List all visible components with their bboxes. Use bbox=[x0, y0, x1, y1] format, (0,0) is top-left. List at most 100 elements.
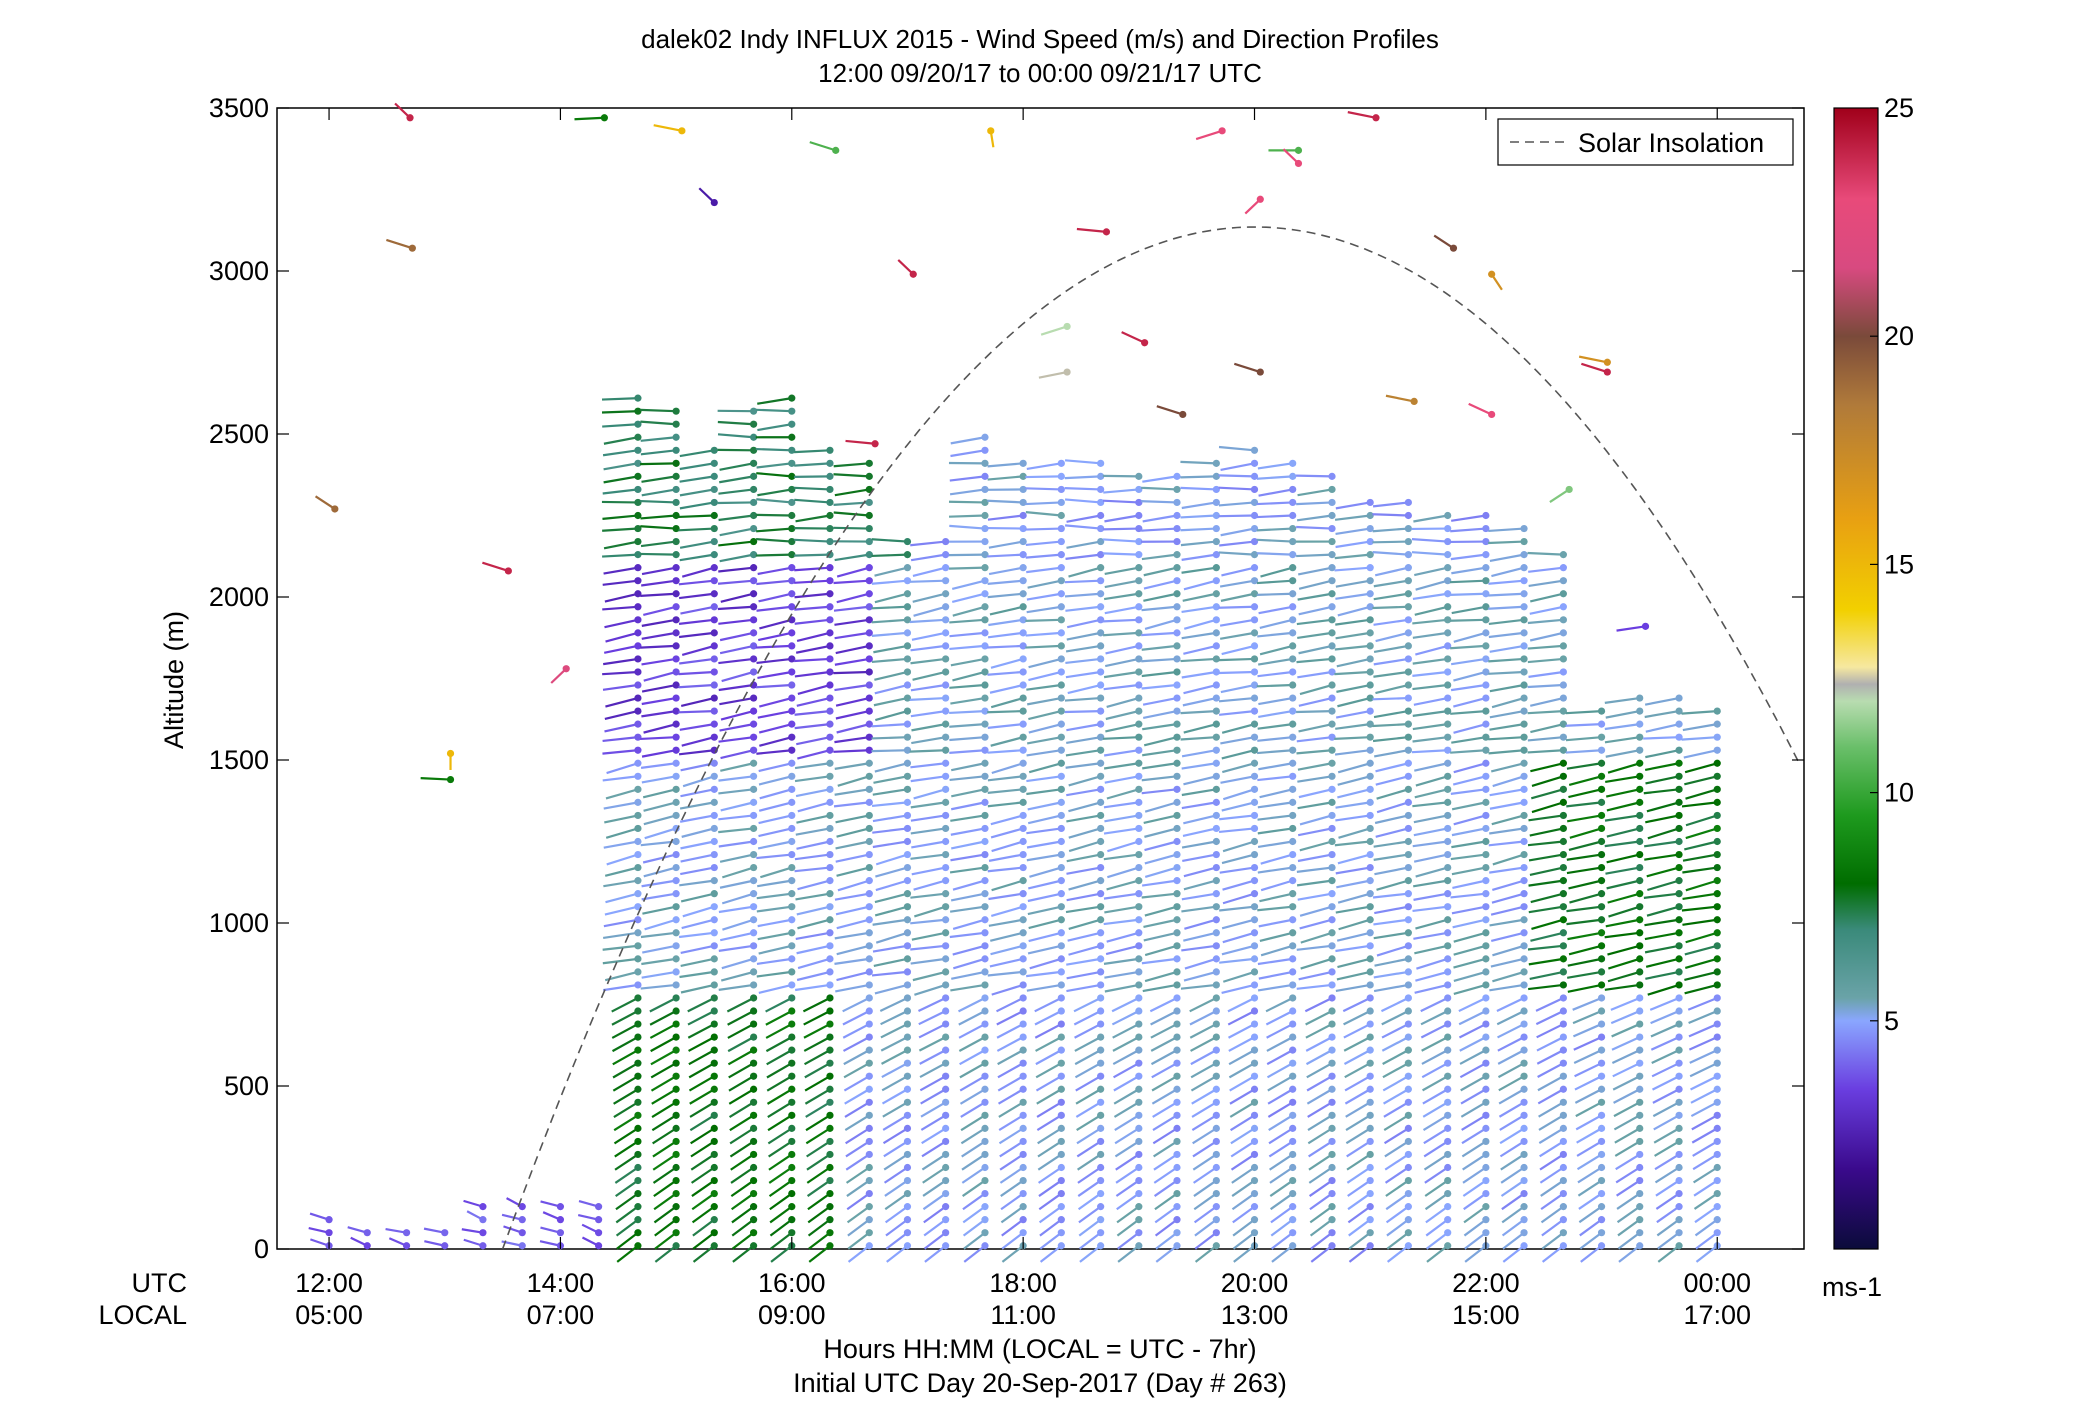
wind-barb bbox=[616, 1231, 639, 1250]
wind-barb-point bbox=[1482, 668, 1490, 676]
wind-barb bbox=[613, 1114, 639, 1132]
wind-barb-point bbox=[1559, 903, 1567, 911]
wind-barb-point bbox=[1559, 1007, 1567, 1015]
wind-barb bbox=[641, 631, 677, 640]
y-tick-label: 500 bbox=[224, 1071, 269, 1101]
wind-barb bbox=[1618, 1244, 1641, 1263]
wind-barb bbox=[1464, 1244, 1487, 1263]
wind-barb bbox=[1538, 1101, 1564, 1118]
wind-barb bbox=[1111, 1010, 1140, 1026]
wind-barb-point bbox=[672, 850, 680, 859]
wind-barb bbox=[989, 605, 1024, 616]
wind-barb-point bbox=[1173, 1072, 1181, 1080]
wind-barb bbox=[833, 605, 870, 612]
wind-barb-point bbox=[981, 837, 989, 846]
wind-barb-point bbox=[1135, 1163, 1143, 1172]
wind-barb-point bbox=[1097, 994, 1105, 1002]
wind-barb bbox=[1681, 736, 1718, 741]
wind-barb-point bbox=[1289, 524, 1297, 533]
wind-barb bbox=[644, 827, 677, 840]
wind-barb-point bbox=[1366, 694, 1374, 702]
wind-barb bbox=[833, 473, 870, 478]
wind-barb-point bbox=[1135, 1203, 1143, 1211]
wind-barb bbox=[728, 1088, 755, 1105]
wind-barb-point bbox=[1559, 942, 1567, 950]
wind-barb bbox=[1112, 1049, 1140, 1066]
wind-barb bbox=[1499, 1140, 1525, 1158]
wind-barb-point bbox=[1404, 890, 1412, 898]
wind-barb bbox=[1450, 749, 1486, 754]
wind-barb bbox=[1530, 788, 1564, 800]
wind-barb bbox=[1537, 1088, 1564, 1105]
wind-barb bbox=[721, 866, 754, 879]
wind-barb-point bbox=[1289, 785, 1297, 793]
wind-barb bbox=[1343, 1049, 1371, 1065]
wind-barb bbox=[1076, 227, 1107, 233]
wind-barb-point bbox=[903, 1163, 912, 1172]
wind-barb bbox=[1422, 1075, 1449, 1092]
wind-barb bbox=[1529, 631, 1564, 642]
wind-barb bbox=[796, 840, 831, 850]
wind-barb-point bbox=[1019, 590, 1027, 598]
wind-barb bbox=[846, 1179, 870, 1197]
wind-barb-point bbox=[1212, 837, 1220, 846]
wind-barb bbox=[1258, 657, 1293, 666]
wind-barb bbox=[1490, 931, 1525, 942]
wind-barb-point bbox=[1250, 472, 1259, 480]
wind-barb bbox=[640, 525, 677, 530]
wind-barb-point bbox=[903, 942, 912, 950]
wind-barb bbox=[881, 1088, 909, 1105]
wind-barb bbox=[875, 853, 908, 866]
wind-barb-point bbox=[1366, 616, 1374, 624]
wind-barb-point bbox=[1057, 1085, 1065, 1093]
wind-barb-point bbox=[1135, 759, 1143, 767]
wind-barb-point bbox=[942, 981, 950, 989]
wind-barb bbox=[603, 983, 639, 992]
wind-barb-point bbox=[1713, 1189, 1721, 1198]
wind-barb-point bbox=[981, 720, 989, 728]
wind-barb-point bbox=[1366, 877, 1374, 885]
wind-barb-point bbox=[1057, 551, 1065, 559]
wind-barb-point bbox=[1289, 590, 1297, 598]
wind-barb bbox=[1453, 631, 1487, 643]
wind-barb bbox=[758, 723, 793, 734]
wind-barb bbox=[650, 1049, 677, 1066]
wind-barb bbox=[1655, 1179, 1680, 1197]
wind-barb-point bbox=[1404, 850, 1412, 859]
wind-barb-point bbox=[1097, 616, 1105, 624]
wind-barb bbox=[1183, 683, 1217, 695]
wind-barb bbox=[602, 514, 639, 520]
wind-barb bbox=[1462, 1166, 1487, 1184]
wind-barb bbox=[1577, 1179, 1603, 1197]
wind-barb-point bbox=[1488, 270, 1496, 278]
wind-barb bbox=[640, 462, 677, 466]
wind-barb-point bbox=[1675, 1176, 1683, 1185]
wind-barb bbox=[679, 475, 715, 483]
wind-barb bbox=[690, 1153, 715, 1171]
wind-barb-point bbox=[788, 824, 796, 833]
wind-barb-point bbox=[903, 785, 912, 793]
wind-barb-point bbox=[1520, 707, 1528, 715]
wind-barb bbox=[918, 1036, 947, 1052]
wind-barb-point bbox=[788, 485, 796, 494]
wind-barb bbox=[1421, 1036, 1449, 1052]
wind-barb bbox=[611, 1036, 639, 1053]
wind-barb-point bbox=[1404, 511, 1412, 520]
wind-barb-point bbox=[1173, 1242, 1181, 1250]
wind-barb bbox=[1500, 1179, 1525, 1197]
wind-barb bbox=[729, 1140, 755, 1158]
wind-barb-point bbox=[1636, 1163, 1644, 1172]
wind-barb-point bbox=[1520, 537, 1528, 546]
wind-barb bbox=[1565, 710, 1602, 715]
wind-barb bbox=[1488, 540, 1525, 545]
wind-barb-point bbox=[1250, 942, 1259, 950]
wind-barb-point bbox=[710, 759, 718, 767]
wind-barb-point bbox=[1289, 511, 1297, 520]
wind-barb bbox=[804, 1062, 831, 1079]
wind-barb-point bbox=[1597, 942, 1606, 950]
wind-barb bbox=[1604, 931, 1640, 939]
wind-barb-point bbox=[1675, 1150, 1683, 1159]
wind-barb bbox=[641, 579, 677, 587]
wind-barb bbox=[757, 840, 793, 850]
wind-barb bbox=[871, 801, 908, 808]
